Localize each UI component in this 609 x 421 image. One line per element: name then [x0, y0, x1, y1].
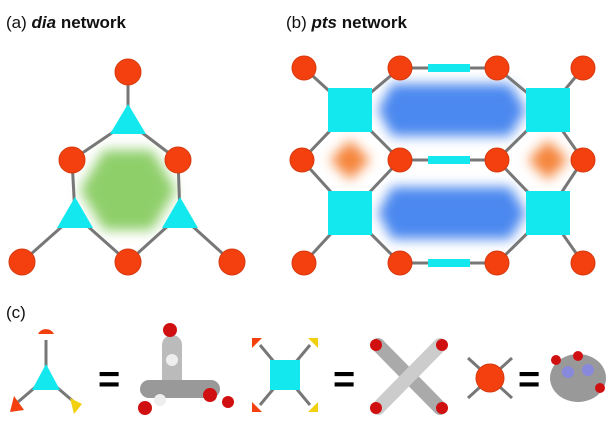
molecule — [370, 338, 448, 415]
molecule — [550, 351, 606, 402]
panel-a-title: (a) dia network — [6, 13, 127, 32]
net-suffix: network — [61, 13, 127, 32]
pts-network — [289, 55, 596, 276]
panel-c-title: (c) — [6, 303, 26, 322]
equals-sign: = — [518, 359, 540, 401]
panel-label: (b) — [286, 13, 307, 32]
panel-b-title: (b) pts network — [286, 13, 407, 32]
molecule — [138, 323, 234, 415]
net-suffix: network — [342, 13, 408, 32]
net-name: dia — [32, 13, 57, 32]
building-blocks: = = = — [10, 323, 606, 415]
dia-network — [8, 58, 246, 276]
net-name: pts — [311, 13, 338, 32]
panel-label: (a) — [6, 13, 27, 32]
equals-sign: = — [333, 359, 355, 401]
equals-sign: = — [98, 359, 120, 401]
